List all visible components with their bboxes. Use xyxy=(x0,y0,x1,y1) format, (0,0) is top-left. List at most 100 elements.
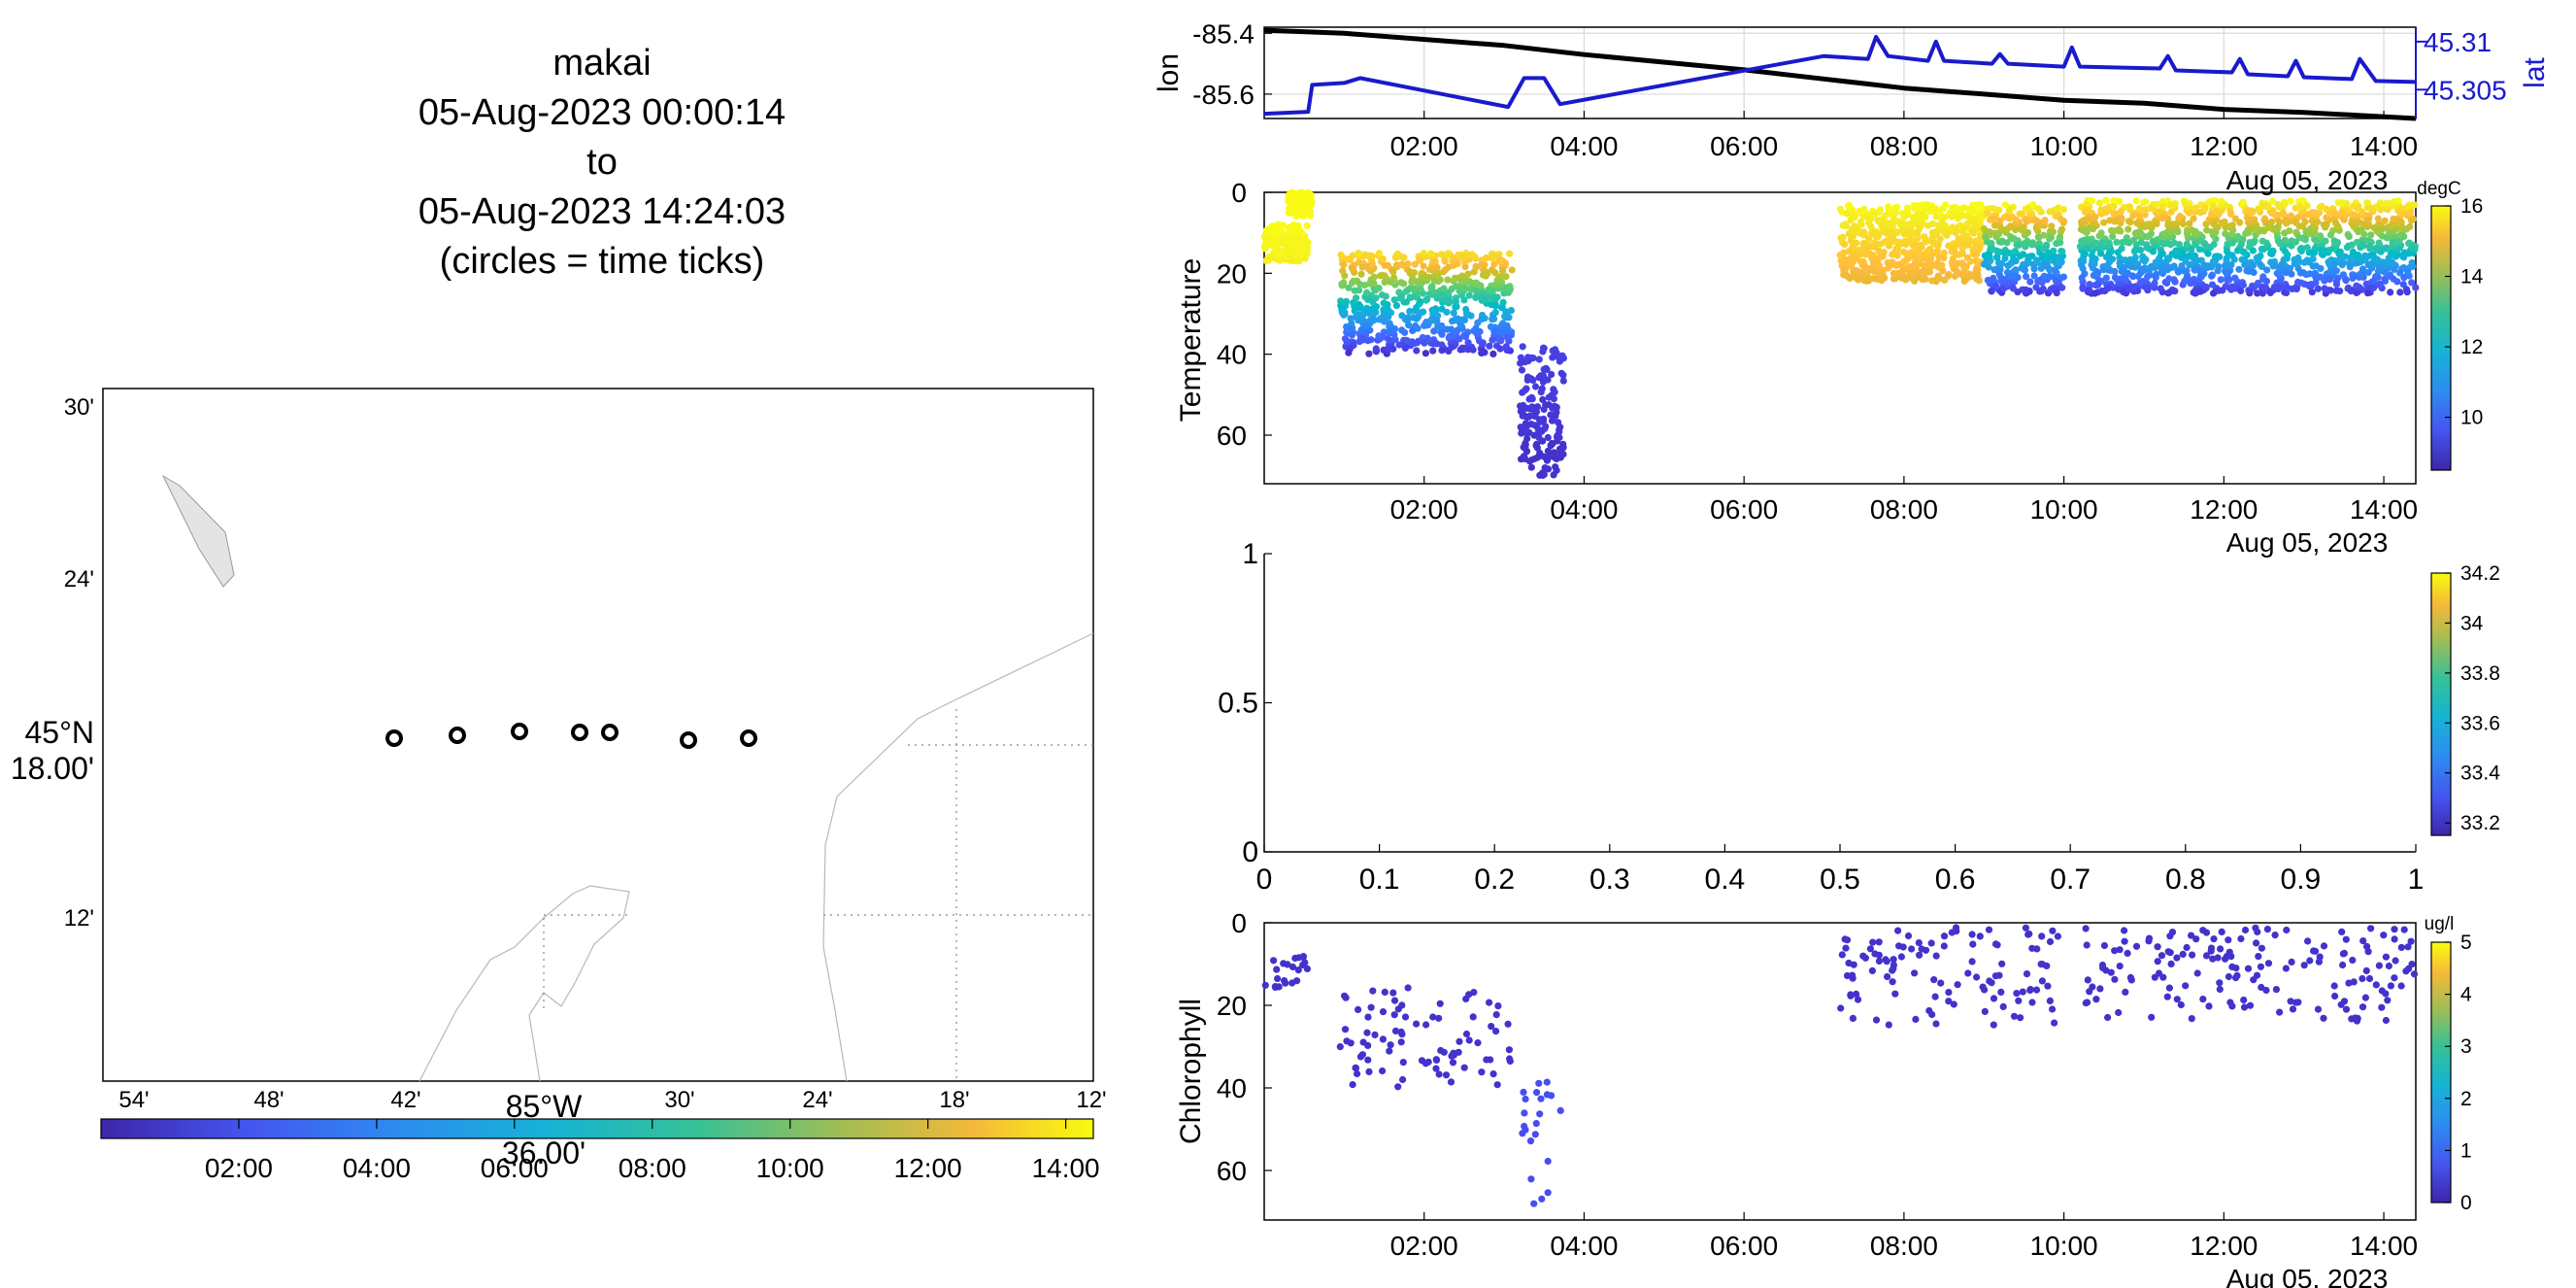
data-point xyxy=(2053,269,2060,277)
data-point xyxy=(1877,274,1885,282)
data-point xyxy=(2201,205,2209,213)
data-point xyxy=(2001,254,2009,262)
time-colorbar-tick-label: 04:00 xyxy=(343,1153,411,1183)
data-point xyxy=(2054,932,2061,940)
data-point xyxy=(1368,305,1377,313)
data-point xyxy=(2275,283,2284,291)
data-point xyxy=(1995,206,2003,214)
data-point xyxy=(2019,988,2026,996)
data-point xyxy=(2276,264,2285,272)
data-point xyxy=(2254,279,2261,288)
data-point xyxy=(2359,937,2367,945)
data-point xyxy=(1960,277,1968,285)
data-point xyxy=(1535,416,1543,424)
data-point xyxy=(2303,244,2311,252)
data-point xyxy=(2158,198,2166,206)
data-point xyxy=(1556,433,1563,442)
data-point xyxy=(2217,945,2225,953)
data-point xyxy=(1913,256,1921,264)
data-point xyxy=(1362,322,1370,329)
data-point xyxy=(2196,288,2204,295)
data-point xyxy=(2396,269,2404,277)
temperature-colorbar-ticks: 16 14 12 10 xyxy=(2445,195,2484,429)
data-point xyxy=(2391,265,2398,273)
data-point xyxy=(1451,259,1458,268)
data-point xyxy=(2209,202,2218,210)
data-point xyxy=(2314,218,2322,226)
data-point xyxy=(2129,283,2137,291)
data-point xyxy=(1377,314,1386,322)
x-date-label: Aug 05, 2023 xyxy=(2226,165,2389,195)
data-point xyxy=(2292,219,2300,226)
data-point xyxy=(1982,233,1990,241)
data-point xyxy=(1548,370,1556,379)
data-point xyxy=(1445,288,1453,296)
data-point xyxy=(1491,309,1499,317)
data-point xyxy=(2226,222,2234,230)
data-point xyxy=(2052,277,2060,285)
data-point xyxy=(1862,251,1870,258)
data-point xyxy=(1298,194,1307,203)
data-point xyxy=(1904,220,1912,228)
lon-tick: 54' xyxy=(118,1087,149,1113)
data-point xyxy=(1291,954,1299,963)
data-point xyxy=(2374,215,2382,222)
data-point xyxy=(2109,232,2117,240)
data-point xyxy=(1391,1027,1400,1034)
data-point xyxy=(2221,261,2228,270)
data-point xyxy=(1483,1056,1490,1064)
data-point xyxy=(2331,240,2339,248)
data-point xyxy=(1420,262,1427,270)
data-point xyxy=(1502,273,1510,281)
data-point xyxy=(2391,926,2398,933)
y-tick-label: 1 xyxy=(1242,538,1258,570)
data-point xyxy=(2218,928,2225,936)
data-point xyxy=(2332,281,2341,288)
data-point xyxy=(1949,204,1957,212)
data-point xyxy=(1925,245,1934,254)
data-point xyxy=(1456,321,1464,329)
data-point xyxy=(2298,234,2306,242)
data-point xyxy=(1372,294,1380,302)
data-point xyxy=(2234,247,2242,254)
data-point xyxy=(2381,258,2390,266)
data-point xyxy=(1921,233,1928,241)
lat-center-label: 45°N xyxy=(25,715,95,750)
x-tick-label: 0.6 xyxy=(1935,864,1976,896)
data-point xyxy=(2009,285,2018,292)
data-point xyxy=(1427,250,1435,257)
data-point xyxy=(1919,220,1926,227)
data-point xyxy=(1967,218,1976,225)
data-point xyxy=(2223,256,2230,264)
data-point xyxy=(2274,211,2282,220)
lon-center-label: 85°W xyxy=(506,1089,583,1124)
data-point xyxy=(1930,976,1938,984)
data-point xyxy=(2086,216,2093,223)
data-point xyxy=(2239,198,2247,206)
data-point xyxy=(1299,953,1307,961)
data-point xyxy=(2046,997,2054,1004)
data-point xyxy=(1357,270,1365,278)
data-point xyxy=(2268,209,2276,217)
data-point xyxy=(2040,245,2048,253)
data-point xyxy=(2249,247,2257,254)
data-point xyxy=(2107,226,2116,234)
data-point xyxy=(1966,257,1974,265)
data-point xyxy=(2232,965,2240,972)
data-point xyxy=(1359,1038,1367,1046)
data-point xyxy=(1854,273,1861,281)
data-point xyxy=(2174,268,2183,276)
data-point xyxy=(1449,254,1456,261)
data-point xyxy=(2052,212,2059,220)
x-tick-label: 0.8 xyxy=(2165,864,2206,896)
time-colorbar-tick-label: 10:00 xyxy=(756,1153,824,1183)
data-point xyxy=(1890,269,1897,277)
data-point xyxy=(1462,1030,1471,1038)
data-point xyxy=(2082,228,2090,236)
data-point xyxy=(2352,259,2359,267)
data-point xyxy=(1271,250,1279,257)
time-tick-circle xyxy=(601,724,619,741)
data-point xyxy=(2028,239,2037,247)
data-point xyxy=(2310,249,2319,256)
data-point xyxy=(2296,269,2305,277)
